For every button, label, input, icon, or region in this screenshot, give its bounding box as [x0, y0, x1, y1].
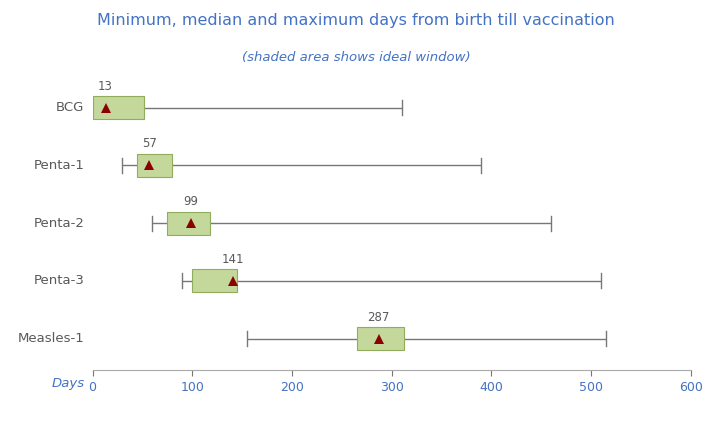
Text: 57: 57: [142, 137, 157, 150]
Text: BCG: BCG: [56, 101, 85, 114]
Bar: [93, 96, 145, 119]
Text: 287: 287: [367, 311, 390, 324]
Text: Minimum, median and maximum days from birth till vaccination: Minimum, median and maximum days from bi…: [97, 13, 615, 28]
Text: Penta-3: Penta-3: [33, 274, 85, 288]
Text: 141: 141: [222, 253, 244, 266]
Text: Days: Days: [51, 377, 85, 390]
Bar: [357, 327, 404, 350]
Text: Penta-2: Penta-2: [33, 217, 85, 229]
Text: Penta-1: Penta-1: [33, 159, 85, 172]
Bar: [167, 212, 210, 234]
Bar: [137, 154, 172, 177]
Text: Measles-1: Measles-1: [18, 332, 85, 345]
Text: (shaded area shows ideal window): (shaded area shows ideal window): [241, 51, 471, 64]
Bar: [192, 269, 237, 293]
Text: 99: 99: [184, 195, 199, 208]
Text: 13: 13: [98, 80, 113, 93]
